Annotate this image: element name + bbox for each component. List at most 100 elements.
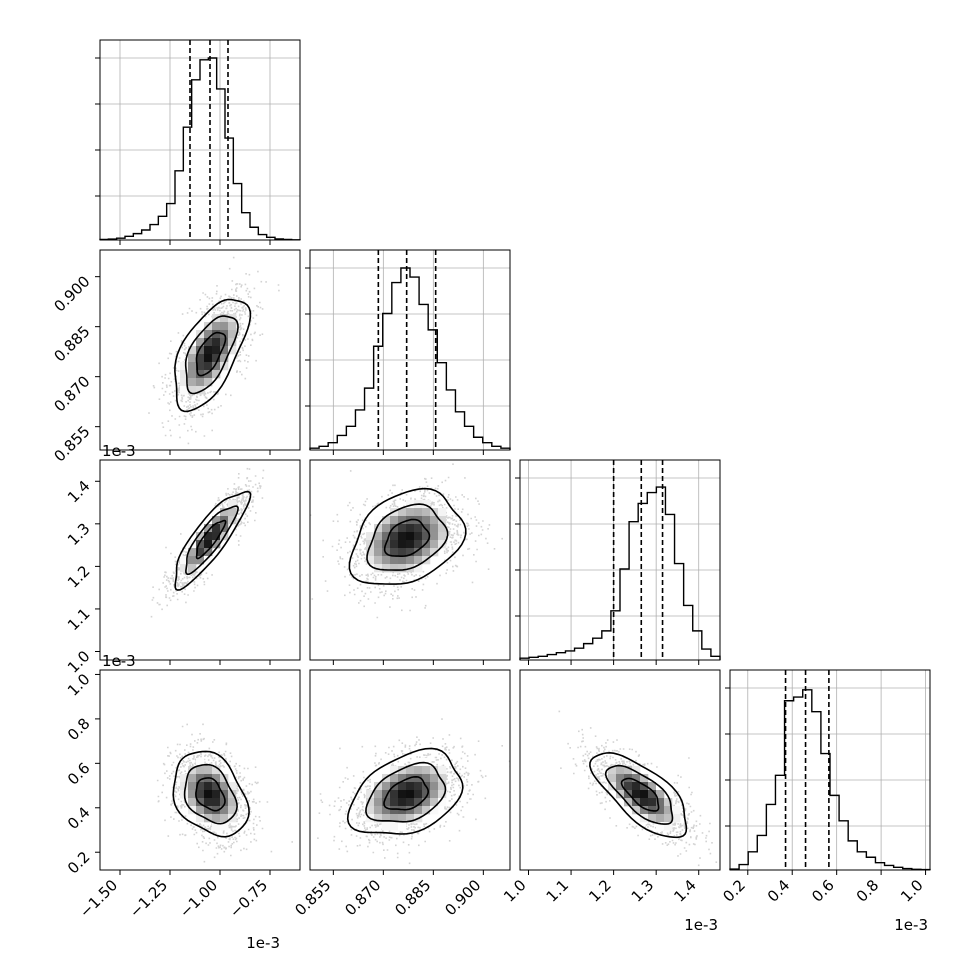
density-cell — [180, 370, 189, 379]
density-cell — [196, 532, 205, 541]
density-cell — [220, 822, 229, 831]
density-cell — [382, 782, 391, 791]
density-cell — [212, 354, 221, 363]
contour-3-1-2 — [346, 747, 464, 835]
histogram-panel-3 — [725, 669, 931, 871]
density-cell — [438, 508, 447, 517]
density-cell — [228, 346, 237, 355]
density-cell — [390, 540, 399, 549]
density-cell — [374, 524, 383, 533]
density-cell — [180, 378, 189, 387]
y-tick-label-3-0: 0.2 — [64, 848, 94, 878]
density-cell — [414, 782, 423, 791]
density-cell — [438, 766, 447, 775]
histogram-panel-0 — [95, 39, 301, 241]
density-cell — [204, 814, 213, 823]
density-cell — [608, 766, 617, 775]
scatter-points-3-1 — [317, 718, 510, 865]
density-cell — [220, 314, 229, 323]
density-cell — [180, 564, 189, 573]
y-tick-label-1-3: 0.900 — [50, 272, 93, 315]
histogram-step-0 — [99, 57, 301, 241]
x-tick-label-1-0: 0.855 — [291, 876, 334, 919]
density-cell — [196, 540, 205, 549]
density-cell — [406, 806, 415, 815]
density-cell — [422, 790, 431, 799]
density-cell — [398, 766, 407, 775]
density-cell — [212, 322, 221, 331]
density-cell — [196, 354, 205, 363]
density-cell — [648, 814, 657, 823]
density-cell — [624, 782, 633, 791]
density-cell — [212, 774, 221, 783]
density-cell — [406, 532, 415, 541]
density-cell — [414, 524, 423, 533]
density-cell — [196, 766, 205, 775]
density-cell — [422, 500, 431, 509]
density-cell — [648, 790, 657, 799]
x-tick-label-3-0: 0.2 — [719, 876, 749, 906]
density-cell — [422, 524, 431, 533]
density-cell — [188, 362, 197, 371]
scatter-panel-3-1 — [309, 669, 511, 871]
x-tick-label-0-1: −1.25 — [126, 876, 171, 921]
contour-1-0-2 — [174, 298, 252, 413]
scatter-panel-2-0 — [99, 459, 301, 661]
density-cell — [632, 774, 641, 783]
density-cell — [204, 338, 213, 347]
y-tick-label-1-1: 0.870 — [50, 372, 93, 415]
density-cell — [406, 556, 415, 565]
contour-3-2-2 — [589, 751, 688, 839]
density-cell — [414, 806, 423, 815]
x-tick-label-2-0: 1.0 — [500, 876, 530, 906]
contour-1-0-1 — [184, 315, 239, 395]
density-cell — [212, 330, 221, 339]
density-cell — [422, 774, 431, 783]
density-cell — [204, 378, 213, 387]
scatter-frame-2-1 — [309, 459, 511, 661]
density-cell — [430, 790, 439, 799]
density-cell — [414, 766, 423, 775]
density-cell — [220, 322, 229, 331]
y-tick-label-1-0: 0.855 — [50, 422, 93, 465]
contour-3-2-0 — [620, 777, 660, 812]
density-cell — [398, 790, 407, 799]
density-cell — [196, 346, 205, 355]
density-cell — [188, 548, 197, 557]
x-tick-label-1-2: 0.885 — [391, 876, 434, 919]
x-tick-label-2-1: 1.1 — [543, 876, 573, 906]
density-cell — [196, 378, 205, 387]
density-cell — [390, 564, 399, 573]
density-cell — [664, 798, 673, 807]
density-cell — [632, 806, 641, 815]
density-cell — [374, 798, 383, 807]
density-cell — [430, 774, 439, 783]
density-cell — [608, 774, 617, 783]
density-cell — [204, 766, 213, 775]
density-cell — [366, 806, 375, 815]
density-cell — [656, 814, 665, 823]
density-cell — [398, 822, 407, 831]
x-tick-label-3-4: 1.0 — [897, 876, 927, 906]
density-cell — [382, 814, 391, 823]
density-cell — [196, 386, 205, 395]
density-cell — [430, 782, 439, 791]
density-cell — [390, 556, 399, 565]
density-cell — [672, 814, 681, 823]
y-tick-label-3-1: 0.4 — [64, 803, 94, 833]
density-cell — [382, 556, 391, 565]
density-cell — [204, 346, 213, 355]
density-cell — [196, 548, 205, 557]
density-cell — [406, 766, 415, 775]
density-cell — [382, 516, 391, 525]
x-tick-label-2-4: 1.4 — [670, 876, 700, 906]
density-cell — [228, 338, 237, 347]
density-cell — [228, 322, 237, 331]
density-cell — [414, 758, 423, 767]
x-tick-label-0-2: −1.00 — [176, 876, 221, 921]
density-cell — [382, 564, 391, 573]
density-cell — [422, 766, 431, 775]
density-cell — [672, 806, 681, 815]
density-cell — [188, 556, 197, 565]
